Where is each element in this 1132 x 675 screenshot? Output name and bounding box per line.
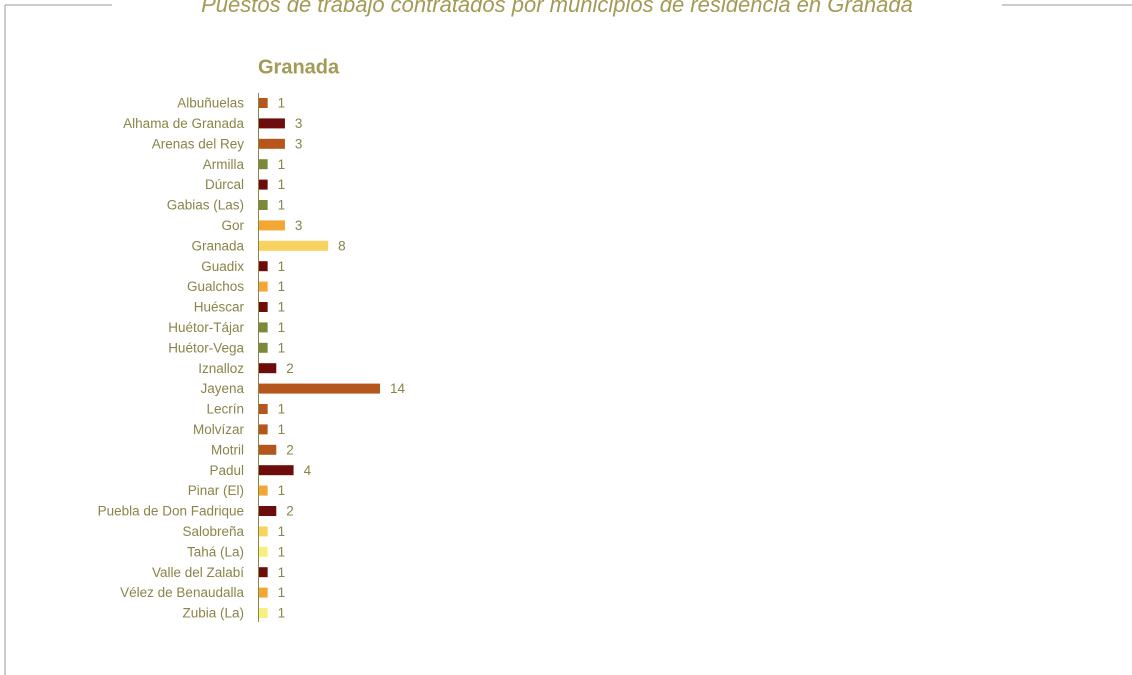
y-tick-label: Huétor-Vega [168, 340, 244, 355]
data-label: 1 [278, 300, 286, 315]
data-label: 1 [278, 483, 286, 498]
y-tick-label: Huétor-Tájar [168, 320, 244, 335]
y-tick-label: Arenas del Rey [152, 136, 245, 151]
data-label: 2 [286, 442, 294, 457]
y-tick-label: Armilla [203, 157, 245, 172]
bar [259, 506, 277, 516]
data-label: 14 [390, 381, 406, 396]
bar [259, 485, 268, 496]
y-tick-label: Alhama de Granada [123, 116, 244, 131]
data-label: 1 [278, 96, 286, 111]
bar [259, 281, 268, 292]
data-label: 1 [278, 320, 286, 335]
bar [259, 98, 268, 108]
data-label: 1 [278, 259, 286, 274]
data-label: 1 [278, 198, 286, 213]
chart-subtitle: Granada [258, 56, 340, 78]
data-label: 2 [286, 361, 294, 376]
chart-title: Puestos de trabajo contratados por munic… [201, 0, 913, 17]
data-label: 1 [278, 606, 286, 621]
y-tick-label: Padul [209, 463, 244, 478]
bar [259, 200, 268, 210]
y-tick-label: Valle del Zalabí [152, 565, 244, 580]
bar [259, 118, 285, 129]
y-tick-label: Vélez de Benaudalla [120, 585, 244, 600]
bar [259, 404, 268, 414]
y-tick-label: Motril [211, 442, 244, 457]
data-label: 1 [278, 177, 286, 192]
data-label: 4 [304, 463, 312, 478]
bar [259, 526, 268, 537]
y-tick-label: Gor [221, 218, 244, 233]
y-tick-label: Iznalloz [198, 361, 244, 376]
bar [259, 342, 268, 353]
bar [259, 261, 268, 272]
y-tick-label: Lecrín [206, 402, 244, 417]
data-label: 3 [295, 116, 303, 131]
y-tick-label: Huéscar [194, 300, 245, 315]
bar [259, 138, 285, 149]
data-label: 8 [338, 238, 346, 253]
bar [259, 159, 268, 170]
y-tick-label: Puebla de Don Fadrique [98, 504, 244, 519]
data-label: 1 [278, 565, 286, 580]
bar [259, 465, 294, 476]
bar [259, 546, 268, 557]
y-tick-label: Dúrcal [205, 177, 244, 192]
data-label: 1 [278, 524, 286, 539]
bar [259, 240, 329, 251]
y-tick-label: Tahá (La) [187, 544, 244, 559]
y-tick-label: Pinar (El) [188, 483, 244, 498]
y-tick-label: Salobreña [182, 524, 244, 539]
y-tick-label: Gualchos [187, 279, 244, 294]
y-tick-label: Guadix [201, 259, 244, 274]
data-label: 3 [295, 218, 303, 233]
y-tick-label: Albuñuelas [177, 96, 244, 111]
y-tick-label: Granada [191, 238, 244, 253]
bar [259, 363, 277, 374]
data-label: 1 [278, 585, 286, 600]
bar [259, 424, 268, 435]
bar [259, 383, 380, 394]
bar [259, 567, 268, 578]
data-label: 1 [278, 544, 286, 559]
y-tick-label: Gabias (Las) [167, 198, 244, 213]
bar [259, 302, 268, 312]
bar [259, 444, 277, 455]
bar [259, 179, 268, 190]
y-tick-label: Zubia (La) [182, 606, 244, 621]
data-label: 2 [286, 504, 294, 519]
data-label: 1 [278, 402, 286, 417]
bar [259, 587, 268, 598]
bar [259, 608, 268, 618]
bar [259, 220, 285, 231]
data-label: 1 [278, 157, 286, 172]
data-label: 1 [278, 422, 286, 437]
y-tick-label: Jayena [200, 381, 244, 396]
data-label: 3 [295, 136, 303, 151]
data-label: 1 [278, 340, 286, 355]
y-tick-label: Molvízar [193, 422, 245, 437]
data-label: 1 [278, 279, 286, 294]
bar [259, 322, 268, 333]
